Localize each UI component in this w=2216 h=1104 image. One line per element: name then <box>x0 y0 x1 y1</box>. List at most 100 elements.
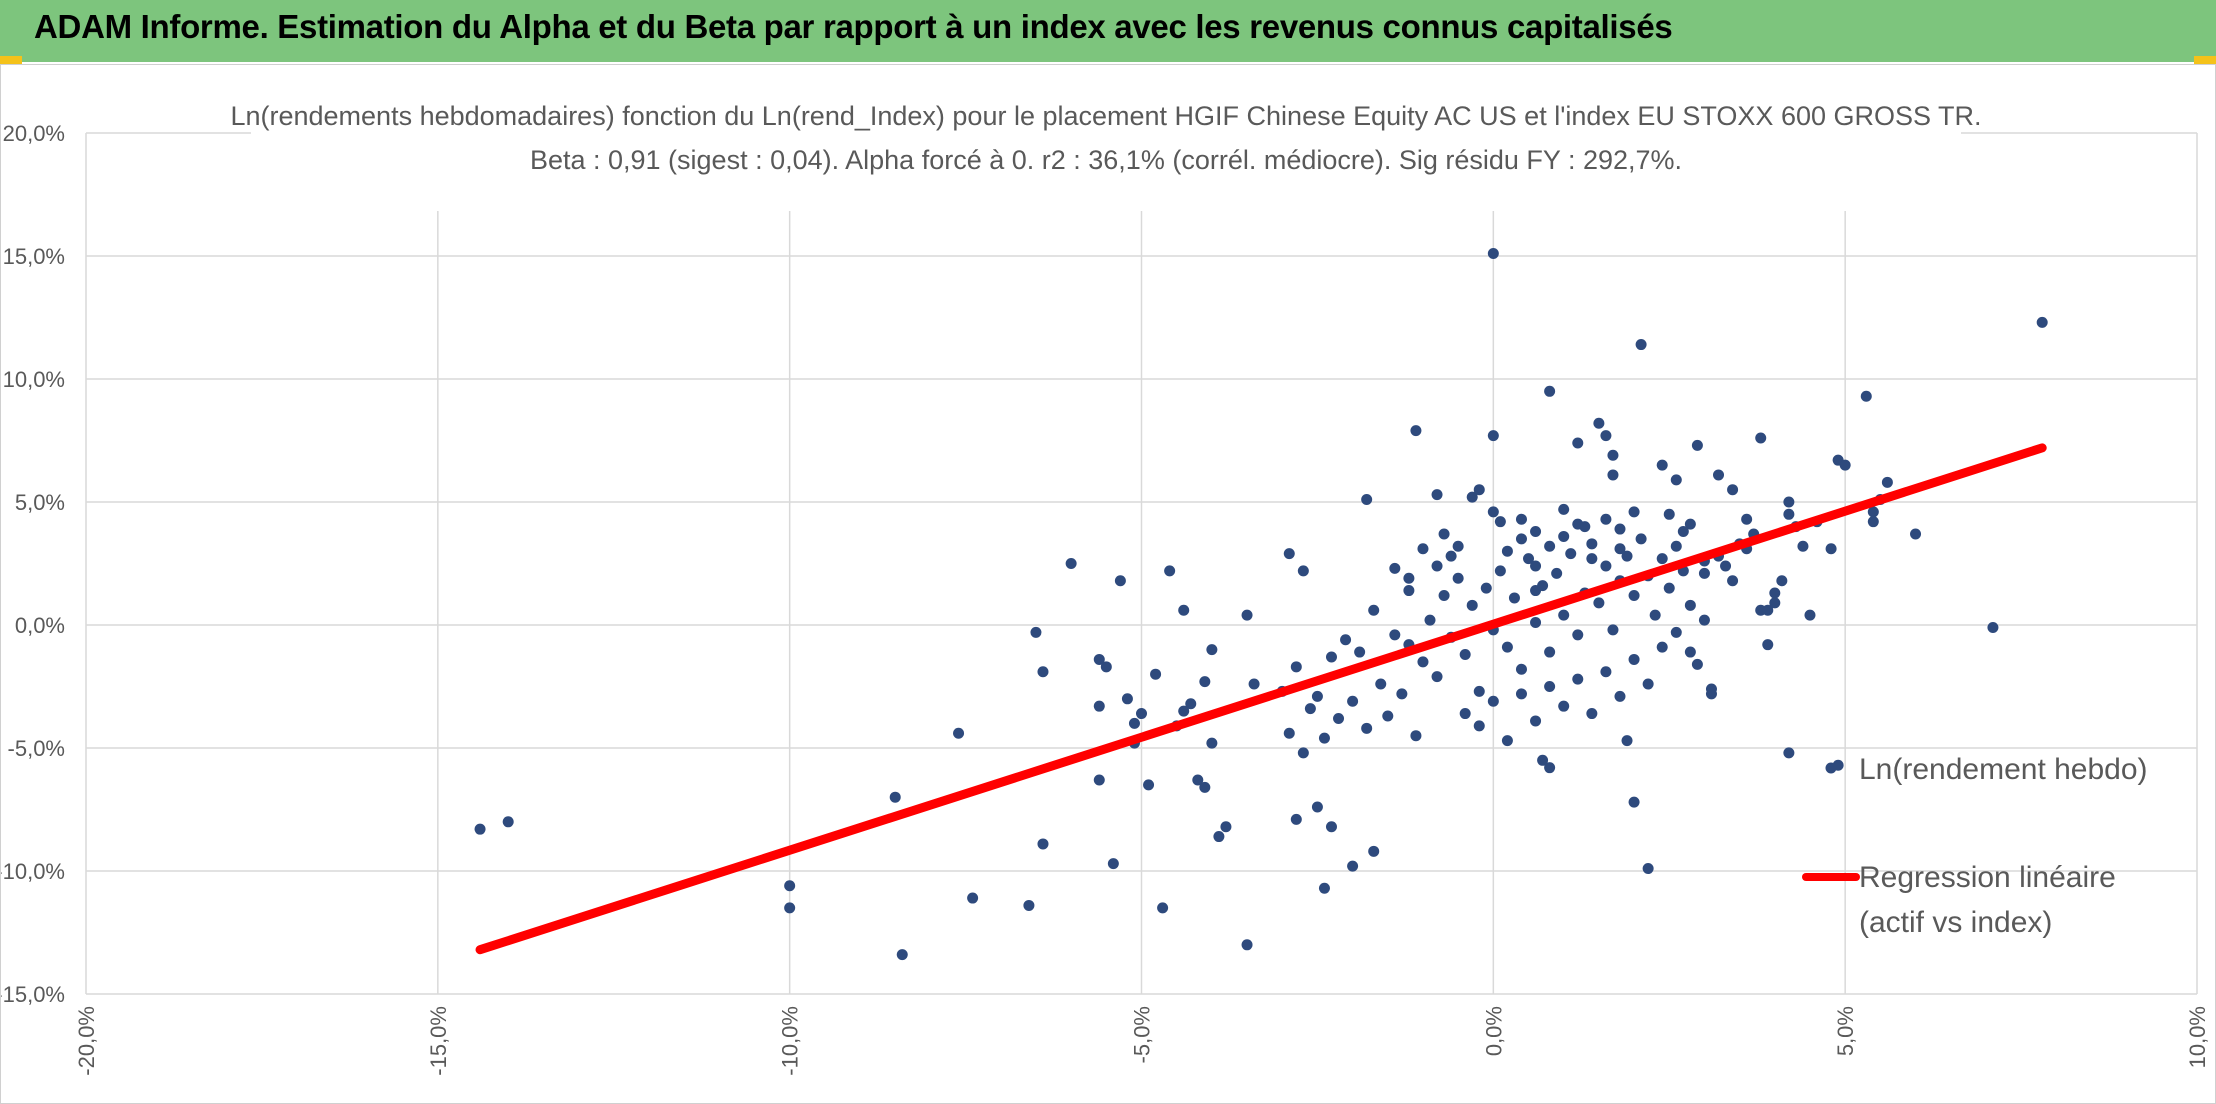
scatter-point <box>1431 560 1443 572</box>
scatter-point <box>474 823 486 835</box>
scatter-point <box>1741 513 1753 525</box>
scatter-point <box>1501 641 1513 653</box>
scatter-point <box>1185 698 1197 710</box>
scatter-point <box>1093 774 1105 786</box>
scatter-point <box>1628 589 1640 601</box>
scatter-point <box>1199 676 1211 688</box>
scatter-point <box>1670 626 1682 638</box>
scatter-point <box>1178 604 1190 616</box>
scatter-point <box>1755 432 1767 444</box>
scatter-point <box>1318 732 1330 744</box>
scatter-point <box>1600 560 1612 572</box>
scatter-point <box>1452 572 1464 584</box>
scatter-point <box>1684 599 1696 611</box>
scatter-point <box>1164 565 1176 577</box>
scatter-point <box>1515 533 1527 545</box>
scatter-point <box>1417 656 1429 668</box>
scatter-point <box>953 727 965 739</box>
scatter-point <box>1114 575 1126 587</box>
chart-subtitle: Beta : 0,91 (sigest : 0,04). Alpha forcé… <box>530 145 1682 175</box>
y-tick-label: 15,0% <box>3 244 65 269</box>
legend-label-scatter: Ln(rendement hebdo) <box>1859 753 2148 786</box>
scatter-point <box>1093 700 1105 712</box>
scatter-chart: Ln(rendements hebdomadaires) fonction du… <box>1 95 2210 1076</box>
scatter-point <box>1382 710 1394 722</box>
scatter-point <box>1128 717 1140 729</box>
scatter-point <box>1628 653 1640 665</box>
scatter-point <box>1614 543 1626 555</box>
scatter-point <box>1206 737 1218 749</box>
y-axis-ticks: -15,0% -10,0% -5,0% 0,0% 5,0% 10,0% 15,0% 20,0% <box>1 121 65 1007</box>
scatter-point <box>1515 663 1527 675</box>
scatter-point <box>1607 624 1619 636</box>
scatter-point <box>1586 538 1598 550</box>
scatter-point <box>1677 526 1689 538</box>
scatter-point <box>1143 779 1155 791</box>
scatter-point <box>1431 671 1443 683</box>
scatter-point <box>1881 476 1893 488</box>
scatter-point <box>1537 580 1549 592</box>
scatter-point <box>1150 668 1162 680</box>
scatter-point <box>1691 658 1703 670</box>
scatter-point <box>1698 567 1710 579</box>
scatter-point <box>1424 614 1436 626</box>
scatter-point <box>1037 666 1049 678</box>
scatter-point <box>1396 688 1408 700</box>
scatter-point <box>1691 439 1703 451</box>
scatter-point <box>1572 518 1584 530</box>
scatter-point <box>1670 474 1682 486</box>
scatter-point <box>1178 705 1190 717</box>
scatter-point <box>1459 649 1471 661</box>
legend: Ln(rendement hebdo) Regression linéaire … <box>1802 753 2148 939</box>
scatter-point <box>1065 558 1077 569</box>
scatter-point <box>1501 735 1513 747</box>
scatter-point <box>896 949 908 961</box>
scatter-point <box>1663 582 1675 594</box>
scatter-point <box>1283 727 1295 739</box>
scatter-point <box>2036 316 2048 328</box>
scatter-point <box>1783 496 1795 508</box>
title-background <box>251 95 1961 211</box>
scatter-point <box>1325 821 1337 833</box>
scatter-point <box>1698 614 1710 626</box>
scatter-point <box>784 902 796 914</box>
scatter-point <box>1727 484 1739 496</box>
scatter-point <box>1347 695 1359 707</box>
scatter-point <box>1762 604 1774 616</box>
scatter-point <box>1867 516 1879 528</box>
scatter-point <box>1100 661 1112 673</box>
scatter-point <box>1705 683 1717 695</box>
scatter-point <box>1523 553 1535 565</box>
scatter-point <box>1438 589 1450 601</box>
y-tick-label: 20,0% <box>3 121 65 146</box>
scatter-point <box>1501 545 1513 557</box>
legend-label-regression: Regression linéaire (actif vs index) <box>1859 861 2124 939</box>
scatter-point <box>1530 617 1542 629</box>
scatter-point <box>1572 629 1584 641</box>
scatter-point <box>1199 781 1211 793</box>
scatter-point <box>1213 831 1225 843</box>
scatter-point <box>1769 597 1781 609</box>
scatter-point <box>1452 540 1464 552</box>
scatter-point <box>1713 469 1725 481</box>
scatter-point <box>1487 248 1499 260</box>
scatter-point <box>1558 700 1570 712</box>
scatter-point <box>1804 609 1816 621</box>
scatter-point <box>1544 540 1556 552</box>
y-tick-label: 10,0% <box>3 367 65 392</box>
scatter-point <box>1530 715 1542 727</box>
scatter-point <box>1797 540 1809 552</box>
scatter-point <box>1727 575 1739 587</box>
scatter-point <box>1417 543 1429 555</box>
scatter-point <box>1762 639 1774 651</box>
scatter-point <box>1403 572 1415 584</box>
scatter-point <box>1403 585 1415 597</box>
scatter-point <box>1487 695 1499 707</box>
scatter-point <box>1389 562 1401 574</box>
y-tick-label: -15,0% <box>1 982 65 1007</box>
scatter-point <box>1530 526 1542 538</box>
y-tick-label: -5,0% <box>8 736 65 761</box>
scatter-point <box>1241 939 1253 951</box>
scatter-point <box>1107 858 1119 870</box>
scatter-point <box>1656 641 1668 653</box>
